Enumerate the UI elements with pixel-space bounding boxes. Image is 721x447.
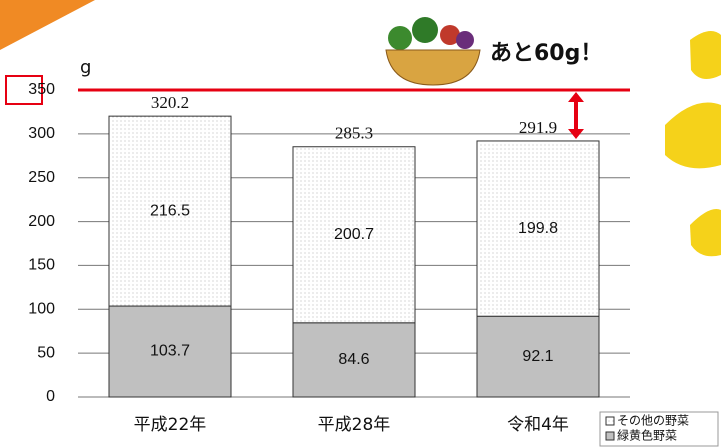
segment-label: 103.7 <box>150 343 190 360</box>
y-tick-label: 250 <box>28 169 55 186</box>
y-tick-label: 100 <box>28 301 55 318</box>
chart: あと60g！ g 0 50 100 150 200 250 300 350 103.7 216.5… <box>0 0 721 447</box>
x-tick-label: 令和4年 <box>507 415 569 435</box>
legend-swatch <box>606 432 614 440</box>
y-unit: g <box>80 57 91 78</box>
segment-label: 216.5 <box>150 202 190 219</box>
y-tick-label: 350 <box>28 81 55 98</box>
segment-label: 92.1 <box>522 348 553 365</box>
y-tick-label: 200 <box>28 213 55 230</box>
segment-label: 199.8 <box>518 220 558 237</box>
y-tick-label: 0 <box>46 388 55 405</box>
total-label: 320.2 <box>151 93 189 112</box>
total-label: 285.3 <box>335 124 373 143</box>
annotation: あと60g！ <box>490 41 602 66</box>
x-tick-label: 平成22年 <box>134 415 207 435</box>
legend-label: 緑黄色野菜 <box>617 428 677 443</box>
segment-label: 84.6 <box>338 351 369 368</box>
legend-swatch <box>606 417 614 425</box>
y-tick-label: 150 <box>28 257 55 274</box>
legend-label: その他の野菜 <box>617 414 689 428</box>
y-tick-label: 50 <box>37 344 55 361</box>
x-tick-label: 平成28年 <box>318 415 391 435</box>
corner-decoration <box>0 0 95 50</box>
y-tick-label: 300 <box>28 125 55 142</box>
blob-decoration <box>690 209 721 256</box>
total-label: 291.9 <box>519 118 557 137</box>
segment-label: 200.7 <box>334 226 374 243</box>
arrow-head <box>568 92 584 102</box>
blob-decoration <box>665 103 721 169</box>
basket-icon <box>386 17 480 85</box>
blob-decoration <box>690 31 721 79</box>
